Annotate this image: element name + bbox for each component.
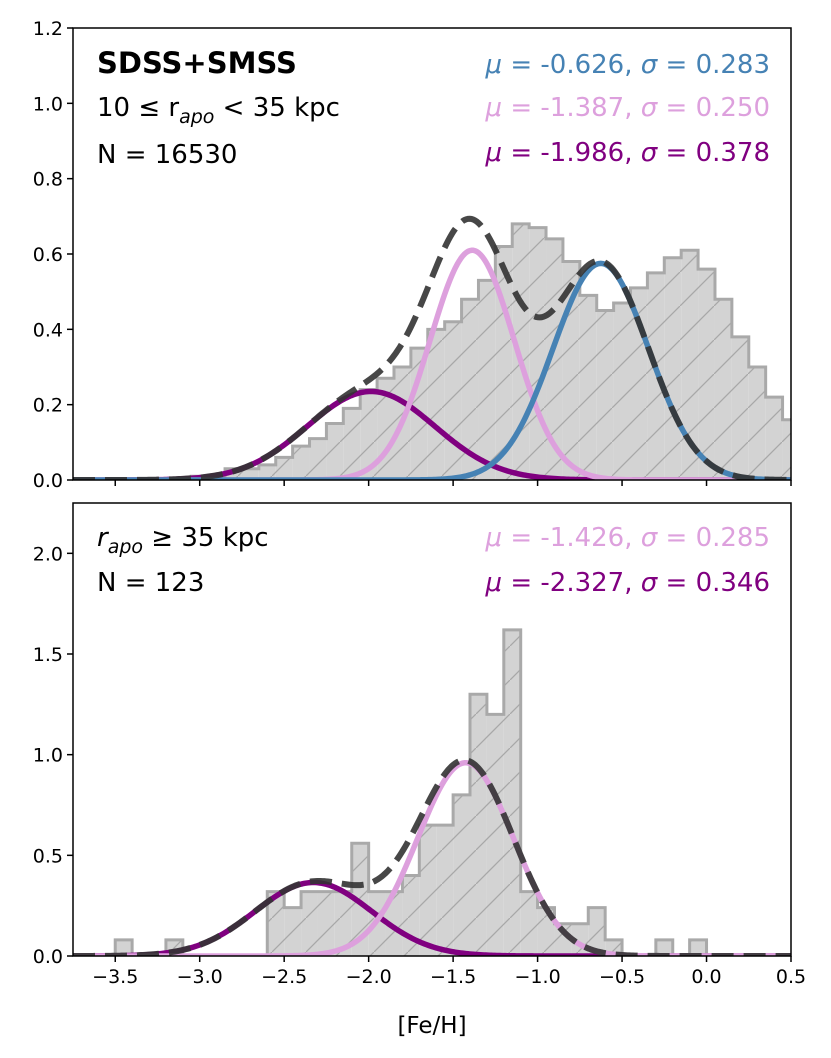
top-label-metal-rich: μ = -0.626, σ = 0.283 [485, 50, 770, 80]
histogram-bar [816, 461, 831, 480]
bottom-y-axis: 0.0 0.5 1.0 1.5 2.0 [33, 543, 73, 968]
x-tick-label: −1.0 [515, 966, 561, 988]
top-count-label: N = 16530 [97, 140, 237, 170]
y-tick-label: 0.0 [33, 470, 63, 492]
x-tick-label: 0.5 [776, 966, 806, 988]
total-fit-curve [73, 757, 791, 956]
y-tick-label: 1.0 [33, 745, 63, 767]
total-fit-curve [73, 215, 791, 480]
x-tick-label: −1.5 [430, 966, 476, 988]
top-y-axis: 0.0 0.2 0.4 0.6 0.8 1.0 1.2 [33, 18, 792, 492]
y-tick-label: 0.5 [33, 845, 63, 867]
bottom-count-label: N = 123 [97, 568, 204, 598]
y-tick-label: 1.5 [33, 644, 63, 666]
histogram-bar [799, 446, 816, 480]
x-tick-label: 0.0 [691, 966, 721, 988]
histogram-outline [189, 222, 791, 480]
histogram-outline [113, 628, 709, 956]
top-label-intermediate: μ = -1.387, σ = 0.250 [485, 93, 770, 123]
bottom-axes-frame [72, 502, 792, 957]
top-histogram [189, 222, 831, 480]
y-tick-label: 2.0 [33, 543, 63, 565]
bottom-label-intermediate: μ = -1.426, σ = 0.285 [485, 523, 770, 553]
top-label-metal-poor: μ = -1.986, σ = 0.378 [485, 138, 770, 168]
y-tick-label: 1.0 [33, 93, 63, 115]
top-range-label: 10 ≤ rapo < 35 kpc [97, 93, 340, 128]
top-title: SDSS+SMSS [97, 46, 297, 80]
gaussian-metal-poor [73, 879, 791, 956]
bottom-panel: 0.0 0.5 1.0 1.5 2.0 −3.5 −3.0 −2.5 −2.0 −1.5 −1.0… [33, 502, 806, 1039]
x-axis-label: [Fe/H] [397, 1013, 466, 1039]
y-tick-label: 0.0 [33, 946, 63, 968]
y-tick-label: 1.2 [33, 18, 63, 40]
x-tick-label: −2.0 [346, 966, 392, 988]
bottom-range-label: rapo ≥ 35 kpc [97, 523, 269, 558]
gaussian-intermediate [73, 247, 791, 480]
y-tick-label: 0.6 [33, 244, 63, 266]
y-tick-label: 0.2 [33, 395, 63, 417]
y-tick-label: 0.8 [33, 169, 63, 191]
y-tick-label: 0.4 [33, 319, 63, 341]
x-tick-label: −2.5 [261, 966, 307, 988]
x-tick-label: −0.5 [599, 966, 645, 988]
x-tick-label: −3.0 [177, 966, 223, 988]
histogram-hatch [115, 629, 707, 956]
bottom-x-axis: −3.5 −3.0 −2.5 −2.0 −1.5 −1.0 −0.5 0.0 0.5 [92, 956, 806, 988]
top-panel: 0.0 0.2 0.4 0.6 0.8 1.0 1.2 SDSS+SMSS 10 ≤ rap… [33, 18, 831, 492]
bottom-label-metal-poor: μ = -2.327, σ = 0.346 [485, 568, 770, 598]
x-tick-label: −3.5 [92, 966, 138, 988]
